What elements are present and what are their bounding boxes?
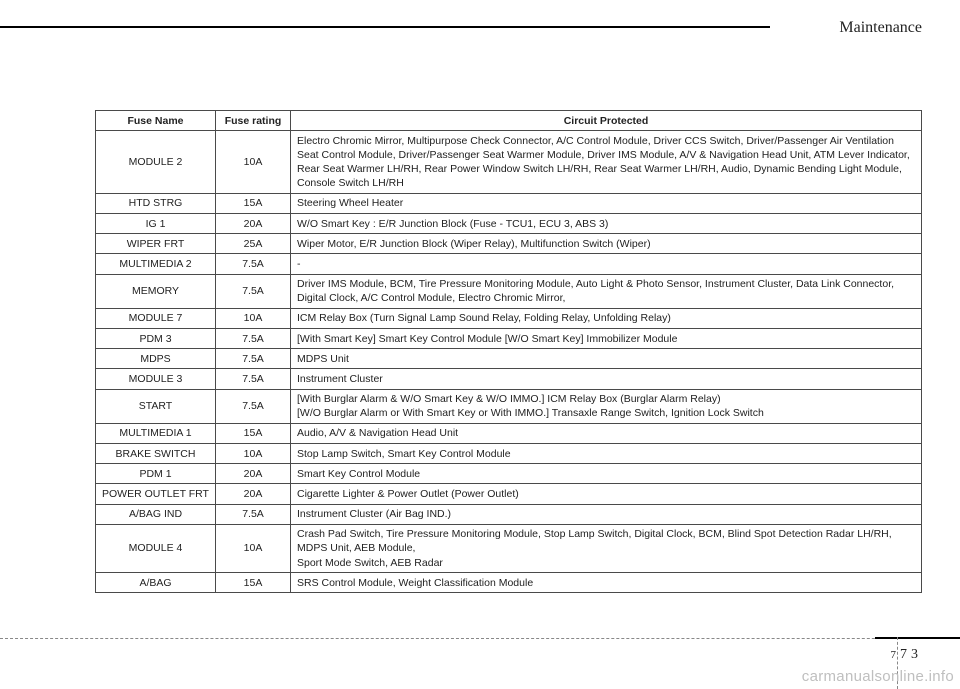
- cell-circuit: [With Smart Key] Smart Key Control Modul…: [291, 329, 922, 349]
- table-row: BRAKE SWITCH10AStop Lamp Switch, Smart K…: [96, 444, 922, 464]
- cell-fuse-rating: 7.5A: [216, 329, 291, 349]
- cell-fuse-rating: 7.5A: [216, 254, 291, 274]
- cell-circuit: Instrument Cluster: [291, 369, 922, 389]
- cell-fuse-name: WIPER FRT: [96, 234, 216, 254]
- col-fuse-rating: Fuse rating: [216, 111, 291, 131]
- col-circuit-protected: Circuit Protected: [291, 111, 922, 131]
- cell-fuse-name: IG 1: [96, 214, 216, 234]
- table-row: MODULE 210AElectro Chromic Mirror, Multi…: [96, 131, 922, 194]
- cell-fuse-name: MODULE 4: [96, 524, 216, 573]
- table-row: MDPS7.5AMDPS Unit: [96, 349, 922, 369]
- cell-circuit: [With Burglar Alarm & W/O Smart Key & W/…: [291, 389, 922, 423]
- cell-circuit: Steering Wheel Heater: [291, 193, 922, 213]
- table-row: MEMORY7.5ADriver IMS Module, BCM, Tire P…: [96, 274, 922, 308]
- cell-fuse-rating: 10A: [216, 524, 291, 573]
- table-row: START7.5A[With Burglar Alarm & W/O Smart…: [96, 389, 922, 423]
- cell-fuse-name: MODULE 3: [96, 369, 216, 389]
- cell-circuit: Audio, A/V & Navigation Head Unit: [291, 423, 922, 443]
- table-row: A/BAG15ASRS Control Module, Weight Class…: [96, 573, 922, 593]
- cell-fuse-rating: 7.5A: [216, 274, 291, 308]
- table-row: PDM 120ASmart Key Control Module: [96, 464, 922, 484]
- header-rule: [0, 26, 770, 28]
- cell-fuse-name: HTD STRG: [96, 193, 216, 213]
- table-header-row: Fuse Name Fuse rating Circuit Protected: [96, 111, 922, 131]
- table-row: POWER OUTLET FRT20ACigarette Lighter & P…: [96, 484, 922, 504]
- cell-fuse-rating: 20A: [216, 484, 291, 504]
- cell-fuse-rating: 7.5A: [216, 349, 291, 369]
- footer-dashed-rule: [0, 638, 960, 639]
- cell-fuse-name: BRAKE SWITCH: [96, 444, 216, 464]
- cell-circuit: Crash Pad Switch, Tire Pressure Monitori…: [291, 524, 922, 573]
- cell-fuse-name: MULTIMEDIA 2: [96, 254, 216, 274]
- cell-circuit: SRS Control Module, Weight Classificatio…: [291, 573, 922, 593]
- cell-circuit: Wiper Motor, E/R Junction Block (Wiper R…: [291, 234, 922, 254]
- watermark: carmanualsonline.info: [802, 668, 954, 685]
- cell-fuse-name: MDPS: [96, 349, 216, 369]
- footer-solid-rule: [875, 637, 960, 639]
- section-number: 7: [891, 649, 901, 661]
- cell-fuse-name: MODULE 7: [96, 308, 216, 328]
- cell-fuse-rating: 7.5A: [216, 389, 291, 423]
- table-row: MULTIMEDIA 27.5A-: [96, 254, 922, 274]
- cell-fuse-name: MULTIMEDIA 1: [96, 423, 216, 443]
- cell-fuse-name: MODULE 2: [96, 131, 216, 194]
- cell-circuit: Instrument Cluster (Air Bag IND.): [291, 504, 922, 524]
- table-row: MODULE 37.5AInstrument Cluster: [96, 369, 922, 389]
- cell-fuse-rating: 7.5A: [216, 369, 291, 389]
- table-row: MODULE 410ACrash Pad Switch, Tire Pressu…: [96, 524, 922, 573]
- cell-fuse-name: A/BAG: [96, 573, 216, 593]
- cell-circuit: -: [291, 254, 922, 274]
- table-row: HTD STRG15ASteering Wheel Heater: [96, 193, 922, 213]
- table-row: PDM 37.5A[With Smart Key] Smart Key Cont…: [96, 329, 922, 349]
- cell-circuit: ICM Relay Box (Turn Signal Lamp Sound Re…: [291, 308, 922, 328]
- cell-circuit: W/O Smart Key : E/R Junction Block (Fuse…: [291, 214, 922, 234]
- cell-fuse-name: MEMORY: [96, 274, 216, 308]
- cell-fuse-rating: 10A: [216, 131, 291, 194]
- section-title: Maintenance: [839, 19, 922, 37]
- fuse-table: Fuse Name Fuse rating Circuit Protected …: [95, 110, 922, 593]
- cell-fuse-name: PDM 3: [96, 329, 216, 349]
- table-row: MULTIMEDIA 115AAudio, A/V & Navigation H…: [96, 423, 922, 443]
- page-number: 773: [891, 647, 923, 663]
- table-row: IG 120AW/O Smart Key : E/R Junction Bloc…: [96, 214, 922, 234]
- cell-fuse-rating: 15A: [216, 423, 291, 443]
- cell-fuse-rating: 10A: [216, 308, 291, 328]
- cell-circuit: Cigarette Lighter & Power Outlet (Power …: [291, 484, 922, 504]
- cell-circuit: Driver IMS Module, BCM, Tire Pressure Mo…: [291, 274, 922, 308]
- cell-circuit: MDPS Unit: [291, 349, 922, 369]
- cell-circuit: Stop Lamp Switch, Smart Key Control Modu…: [291, 444, 922, 464]
- col-fuse-name: Fuse Name: [96, 111, 216, 131]
- cell-fuse-name: POWER OUTLET FRT: [96, 484, 216, 504]
- page-number-value: 73: [900, 647, 922, 662]
- cell-fuse-rating: 25A: [216, 234, 291, 254]
- table-row: WIPER FRT25AWiper Motor, E/R Junction Bl…: [96, 234, 922, 254]
- cell-fuse-rating: 20A: [216, 464, 291, 484]
- table-row: A/BAG IND7.5AInstrument Cluster (Air Bag…: [96, 504, 922, 524]
- cell-fuse-rating: 10A: [216, 444, 291, 464]
- cell-fuse-name: START: [96, 389, 216, 423]
- cell-circuit: Smart Key Control Module: [291, 464, 922, 484]
- cell-fuse-name: A/BAG IND: [96, 504, 216, 524]
- cell-circuit: Electro Chromic Mirror, Multipurpose Che…: [291, 131, 922, 194]
- cell-fuse-rating: 7.5A: [216, 504, 291, 524]
- cell-fuse-rating: 15A: [216, 573, 291, 593]
- table-row: MODULE 710AICM Relay Box (Turn Signal La…: [96, 308, 922, 328]
- cell-fuse-rating: 15A: [216, 193, 291, 213]
- cell-fuse-name: PDM 1: [96, 464, 216, 484]
- fuse-table-wrapper: Fuse Name Fuse rating Circuit Protected …: [95, 110, 922, 593]
- cell-fuse-rating: 20A: [216, 214, 291, 234]
